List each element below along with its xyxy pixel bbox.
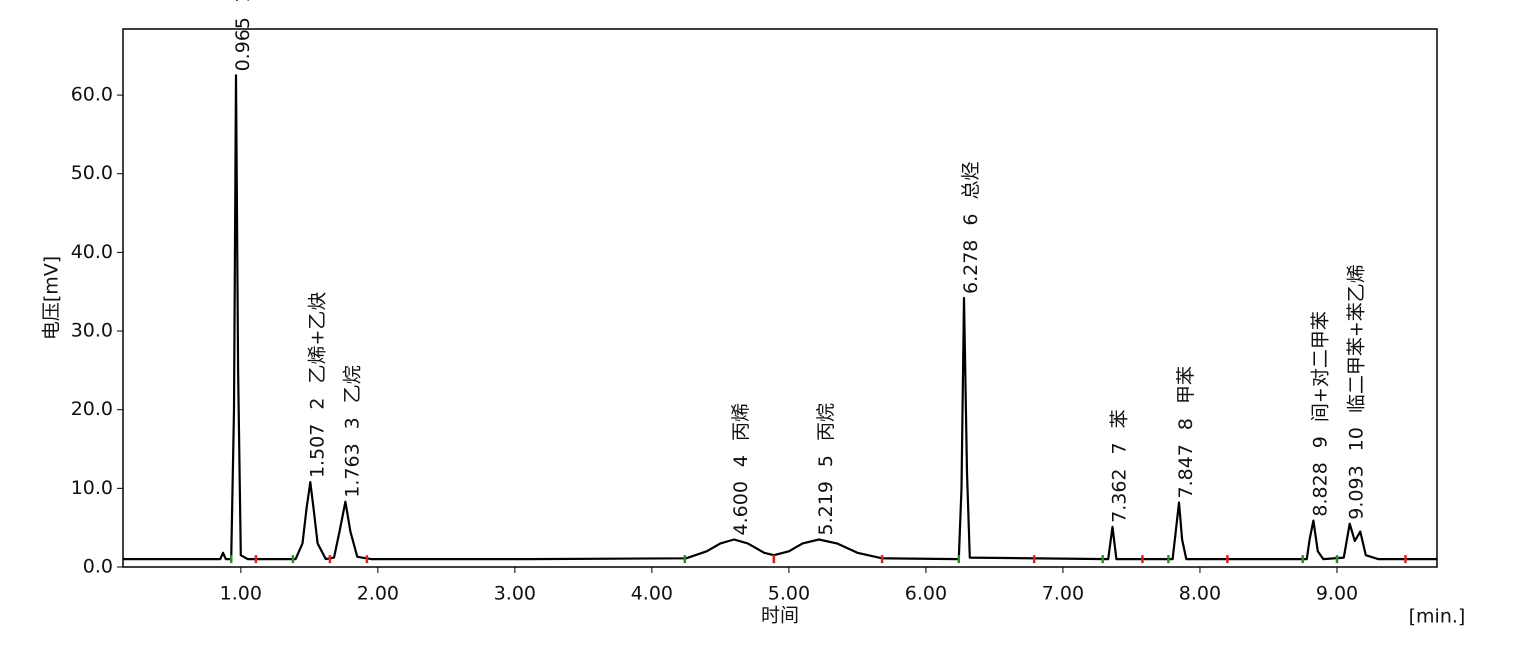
peak-time: 5.219 bbox=[814, 481, 836, 535]
peak-label: 4.600 4 丙烯 bbox=[730, 403, 752, 536]
peak-time: 7.847 bbox=[1174, 444, 1196, 498]
peak-label: 7.847 8 甲苯 bbox=[1174, 366, 1196, 499]
peak-time: 1.507 bbox=[306, 424, 328, 478]
peak-name: 丙烷 bbox=[814, 403, 836, 441]
peak-label: 1.763 3 乙烷 bbox=[341, 365, 363, 498]
x-tick-label: 9.00 bbox=[1316, 583, 1358, 605]
y-tick-label: 10.0 bbox=[71, 477, 113, 499]
peak-number: 9 bbox=[1309, 436, 1331, 448]
y-tick-label: 20.0 bbox=[71, 398, 113, 420]
x-tick-label: 8.00 bbox=[1179, 583, 1221, 605]
peak-number: 4 bbox=[730, 455, 752, 467]
x-tick-label: 5.00 bbox=[768, 583, 810, 605]
peak-label: 0.9651甲烷 bbox=[232, 0, 254, 71]
peak-name: 总烃 bbox=[960, 161, 982, 199]
peak-number: 5 bbox=[814, 455, 836, 467]
peak-number: 3 bbox=[341, 417, 363, 429]
x-axis-label: 时间 bbox=[761, 605, 799, 627]
peak-number: 1 bbox=[232, 0, 254, 3]
y-axis-label: 电压[mV] bbox=[41, 256, 63, 340]
peak-label: 7.362 7 苯 bbox=[1108, 409, 1130, 523]
y-tick-label: 50.0 bbox=[71, 162, 113, 184]
peak-number: 7 bbox=[1108, 442, 1130, 454]
peak-label: 8.828 9 间+对二甲苯 bbox=[1309, 311, 1331, 516]
peak-time: 7.362 bbox=[1108, 468, 1130, 522]
x-tick-label: 1.00 bbox=[220, 583, 262, 605]
y-tick-label: 60.0 bbox=[71, 84, 113, 106]
x-tick-label: 6.00 bbox=[905, 583, 947, 605]
peak-label: 6.278 6 总烃 bbox=[960, 161, 982, 294]
y-tick-label: 30.0 bbox=[71, 320, 113, 342]
x-tick-label: 2.00 bbox=[357, 583, 399, 605]
peak-name: 乙烯+乙炔 bbox=[306, 292, 328, 384]
peak-time: 1.763 bbox=[341, 443, 363, 497]
y-tick-label: 0.0 bbox=[83, 556, 113, 578]
peak-number: 10 bbox=[1345, 427, 1367, 451]
peak-number: 8 bbox=[1174, 418, 1196, 430]
x-axis-unit: [min.] bbox=[1409, 606, 1466, 628]
peak-number: 6 bbox=[960, 213, 982, 225]
x-tick-label: 4.00 bbox=[631, 583, 673, 605]
peak-name: 苯 bbox=[1108, 409, 1130, 428]
peak-name: 临二甲苯+苯乙烯 bbox=[1345, 264, 1367, 413]
peak-name: 甲苯 bbox=[1174, 366, 1196, 404]
plot-frame bbox=[122, 28, 1438, 568]
peak-time: 4.600 bbox=[730, 481, 752, 535]
peak-name: 乙烷 bbox=[341, 365, 363, 403]
peak-label: 5.219 5 丙烷 bbox=[814, 403, 836, 536]
peak-label: 9.093 10 临二甲苯+苯乙烯 bbox=[1345, 264, 1367, 520]
x-tick-label: 3.00 bbox=[494, 583, 536, 605]
peak-name: 间+对二甲苯 bbox=[1309, 311, 1331, 422]
peak-time: 6.278 bbox=[960, 240, 982, 294]
x-tick-label: 7.00 bbox=[1042, 583, 1084, 605]
peak-time: 9.093 bbox=[1345, 465, 1367, 519]
peak-label: 1.507 2 乙烯+乙炔 bbox=[306, 292, 328, 478]
y-tick-label: 40.0 bbox=[71, 241, 113, 263]
peak-time: 8.828 bbox=[1309, 462, 1331, 516]
peak-time: 0.965 bbox=[232, 17, 254, 71]
peak-number: 2 bbox=[306, 398, 328, 410]
peak-name: 丙烯 bbox=[730, 403, 752, 441]
